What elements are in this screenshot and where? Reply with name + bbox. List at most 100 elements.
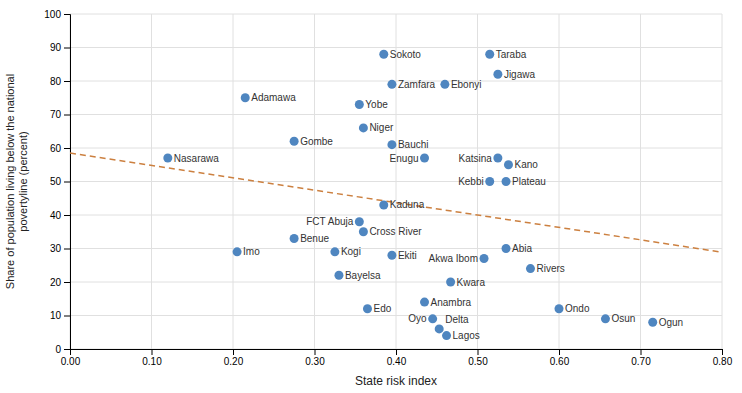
point-label: Bauchi — [398, 139, 429, 150]
tick-mark — [64, 282, 70, 283]
point-label: Lagos — [453, 330, 480, 341]
point — [485, 177, 494, 186]
tick-mark — [315, 349, 316, 355]
point-label: Ondo — [565, 303, 590, 314]
point — [502, 244, 511, 253]
point-label: Imo — [243, 246, 260, 257]
tick-mark — [64, 81, 70, 82]
tick: 0.70 — [631, 349, 651, 367]
point — [387, 251, 396, 260]
point-label: Kogi — [341, 246, 361, 257]
tick: 20 — [50, 277, 70, 288]
point — [435, 324, 444, 333]
tick-label: 0.60 — [550, 356, 570, 367]
tick-mark — [64, 316, 70, 317]
point — [493, 70, 502, 79]
x-axis: 0.000.100.200.300.400.500.600.700.80 — [61, 349, 733, 367]
tick: 40 — [50, 210, 70, 221]
tick-label: 20 — [50, 277, 62, 288]
y-axis: 0102030405060708090100 — [44, 9, 70, 355]
tick-label: 30 — [50, 243, 62, 254]
tick: 0.10 — [142, 349, 162, 367]
tick-mark — [64, 182, 70, 183]
point-label: Cross River — [369, 226, 422, 237]
axis-line — [71, 350, 723, 356]
point — [485, 50, 494, 59]
point — [480, 254, 489, 263]
tick-label: 100 — [44, 9, 61, 20]
point-label: FCT Abuja — [306, 216, 353, 227]
point — [355, 217, 364, 226]
point — [446, 278, 455, 287]
tick-mark — [64, 48, 70, 49]
point — [420, 298, 429, 307]
tick: 100 — [44, 9, 70, 20]
grid-line-y — [70, 282, 722, 283]
grid-line-y — [70, 81, 722, 82]
tick-mark — [64, 115, 70, 116]
point — [502, 177, 511, 186]
point — [428, 314, 437, 323]
point-label: Rivers — [536, 263, 564, 274]
tick-label: 40 — [50, 210, 62, 221]
point-label: Plateau — [512, 176, 546, 187]
tick: 80 — [50, 76, 70, 87]
plot: 0.000.100.200.300.400.500.600.700.800102… — [4, 9, 733, 388]
point — [290, 234, 299, 243]
tick-mark — [64, 215, 70, 216]
tick-mark — [152, 349, 153, 355]
point-label: Kebbi — [458, 176, 484, 187]
tick: 0.60 — [550, 349, 570, 367]
tick-mark — [64, 249, 70, 250]
tick-label: 0.80 — [713, 356, 733, 367]
point-label: Anambra — [431, 297, 472, 308]
point — [233, 247, 242, 256]
tick: 0.20 — [224, 349, 244, 367]
trendline — [70, 153, 722, 252]
point-label: Zamfara — [398, 79, 436, 90]
tick-mark — [559, 349, 560, 355]
tick: 0.80 — [713, 349, 733, 367]
tick-label: 90 — [50, 42, 62, 53]
point — [334, 271, 343, 280]
point-label: Kwara — [457, 277, 486, 288]
tick: 0.30 — [305, 349, 325, 367]
grid — [70, 14, 722, 349]
point-label: Nasarawa — [174, 153, 219, 164]
point — [387, 140, 396, 149]
tick-mark — [722, 349, 723, 355]
marks — [70, 50, 722, 340]
tick: 0.50 — [468, 349, 488, 367]
point — [379, 200, 388, 209]
tick-mark — [64, 148, 70, 149]
point-label: Gombe — [300, 136, 333, 147]
point-label: Abia — [512, 243, 532, 254]
tick-label: 50 — [50, 176, 62, 187]
tick: 90 — [50, 42, 70, 53]
axis-line — [64, 15, 71, 350]
point-label: Edo — [373, 303, 391, 314]
point — [526, 264, 535, 273]
point-label: Akwa Ibom — [429, 253, 478, 264]
grid-line-y — [70, 215, 722, 216]
tick-mark — [478, 349, 479, 355]
point-label: Delta — [445, 314, 469, 325]
grid-line-y — [70, 148, 722, 149]
point-label: Kaduna — [390, 199, 425, 210]
grid-line-y — [70, 14, 722, 15]
point — [601, 314, 610, 323]
tick-label: 0.00 — [61, 356, 81, 367]
point — [359, 227, 368, 236]
point-label: Enugu — [390, 153, 419, 164]
tick: 0.00 — [61, 349, 81, 367]
point — [555, 304, 564, 313]
tick-mark — [64, 14, 70, 15]
tick: 0 — [55, 344, 70, 355]
x-axis-title: State risk index — [355, 374, 437, 388]
point-label: Bayelsa — [345, 270, 381, 281]
point-label: Benue — [300, 233, 329, 244]
point — [163, 154, 172, 163]
tick: 60 — [50, 143, 70, 154]
point-labels: SokotoTarabaJigawaZamfaraEbonyiAdamawaYo… — [174, 49, 683, 341]
chart: 0.000.100.200.300.400.500.600.700.800102… — [0, 0, 742, 393]
